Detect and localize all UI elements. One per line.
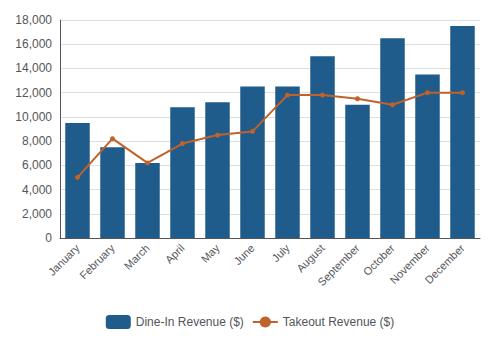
svg-text:March: March [122,242,152,272]
svg-text:Takeout Revenue ($): Takeout Revenue ($) [283,315,394,329]
svg-text:10,000: 10,000 [15,110,52,124]
svg-text:12,000: 12,000 [15,86,52,100]
svg-text:6,000: 6,000 [22,158,52,172]
svg-text:18,000: 18,000 [15,13,52,27]
svg-text:April: April [163,242,187,266]
svg-text:4,000: 4,000 [22,183,52,197]
svg-text:January: January [45,241,82,278]
svg-text:February: February [77,241,117,281]
svg-text:0: 0 [45,231,52,245]
svg-text:September: September [315,242,362,289]
svg-text:August: August [294,242,327,275]
svg-text:16,000: 16,000 [15,37,52,51]
svg-text:December: December [422,242,467,287]
svg-text:June: June [231,242,256,267]
svg-text:14,000: 14,000 [15,61,52,75]
svg-text:November: November [387,241,432,287]
svg-text:2,000: 2,000 [22,207,52,221]
svg-text:July: July [269,241,292,264]
svg-text:October: October [360,241,397,278]
svg-text:May: May [199,241,223,265]
svg-text:Dine-In Revenue ($): Dine-In Revenue ($) [136,315,244,329]
svg-text:8,000: 8,000 [22,134,52,148]
